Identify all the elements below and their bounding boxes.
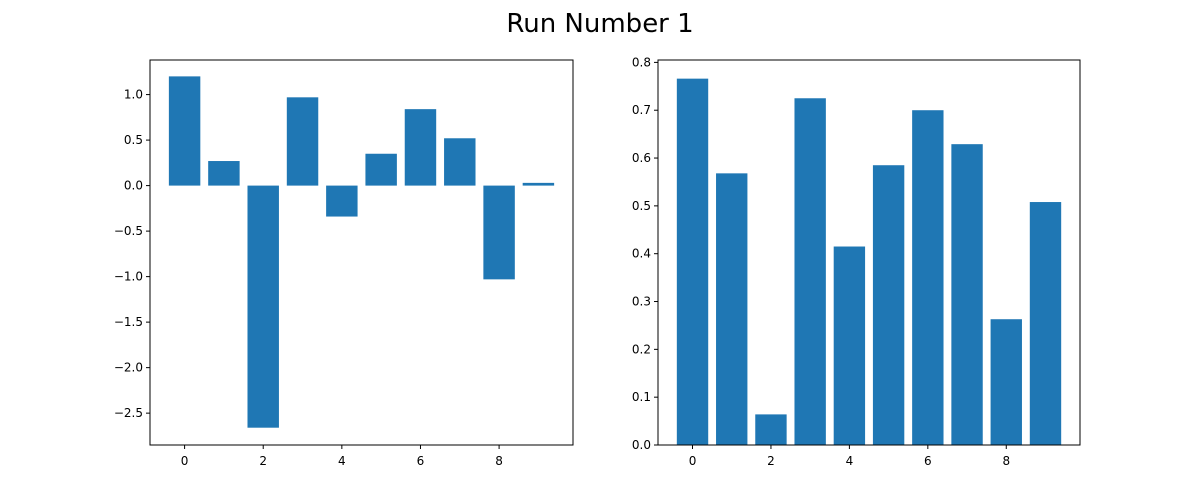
bar-1 — [716, 173, 748, 445]
bar-9 — [522, 182, 555, 186]
x-tick-label: 4 — [338, 454, 346, 468]
bar-1 — [208, 161, 240, 186]
y-tick-label: −1.5 — [114, 315, 143, 329]
y-tick-label: −2.5 — [114, 406, 143, 420]
axes-frame — [149, 59, 574, 446]
bar-3 — [286, 97, 319, 186]
left-bar-chart: 0 2 4 6 8 1.0 0.5 0.0 −0.5 −1.0 −1.5 −2.0 −2.5 — [114, 59, 574, 468]
x-tick-label: 0 — [689, 454, 697, 468]
bar-4 — [833, 246, 866, 445]
figure-title: Run Number 1 — [506, 9, 694, 39]
x-tick-label: 6 — [924, 454, 932, 468]
x-tick-label: 4 — [846, 454, 854, 468]
x-tick-label: 8 — [1002, 454, 1010, 468]
y-tick-label: 0.2 — [632, 342, 651, 356]
y-tick-label: 0.5 — [632, 199, 651, 213]
bar-9 — [1029, 202, 1062, 445]
bar-6 — [404, 109, 437, 186]
bar-2 — [755, 414, 787, 445]
bar-8 — [990, 319, 1022, 445]
y-tick-label: −0.5 — [114, 224, 143, 238]
y-tick-label: 0.0 — [124, 179, 143, 193]
y-tick-label: 0.3 — [632, 295, 651, 309]
bar-4 — [326, 185, 358, 217]
bar-8 — [483, 185, 515, 280]
y-tick-label: −1.0 — [114, 270, 143, 284]
bar-0 — [168, 76, 201, 186]
y-tick-label: 0.8 — [632, 55, 651, 69]
bar-5 — [872, 165, 905, 445]
x-tick-label: 6 — [417, 454, 425, 468]
y-tick-label: 0.1 — [632, 390, 651, 404]
y-tick-label: 1.0 — [124, 88, 143, 102]
y-tick-label: 0.6 — [632, 151, 651, 165]
axes-frame — [657, 59, 1081, 446]
bar-6 — [912, 110, 944, 445]
y-tick-label: −2.0 — [114, 361, 143, 375]
y-tick-label: 0.4 — [632, 247, 651, 261]
y-tick-label: 0.5 — [124, 133, 143, 147]
y-tick-label: 0.0 — [632, 438, 651, 452]
bar-7 — [951, 144, 983, 446]
x-tick-label: 8 — [495, 454, 503, 468]
x-tick-label: 2 — [259, 454, 267, 468]
x-tick-label: 0 — [181, 454, 189, 468]
bar-7 — [444, 138, 476, 186]
bar-5 — [365, 153, 397, 186]
bar-3 — [794, 98, 826, 445]
bar-2 — [247, 185, 279, 428]
x-tick-label: 2 — [767, 454, 775, 468]
right-bar-chart: 0 2 4 6 8 0.0 0.1 0.2 0.3 0.4 0.5 0.6 0.7 0.8 — [632, 55, 1081, 468]
bar-0 — [676, 78, 709, 446]
y-tick-label: 0.7 — [632, 103, 651, 117]
